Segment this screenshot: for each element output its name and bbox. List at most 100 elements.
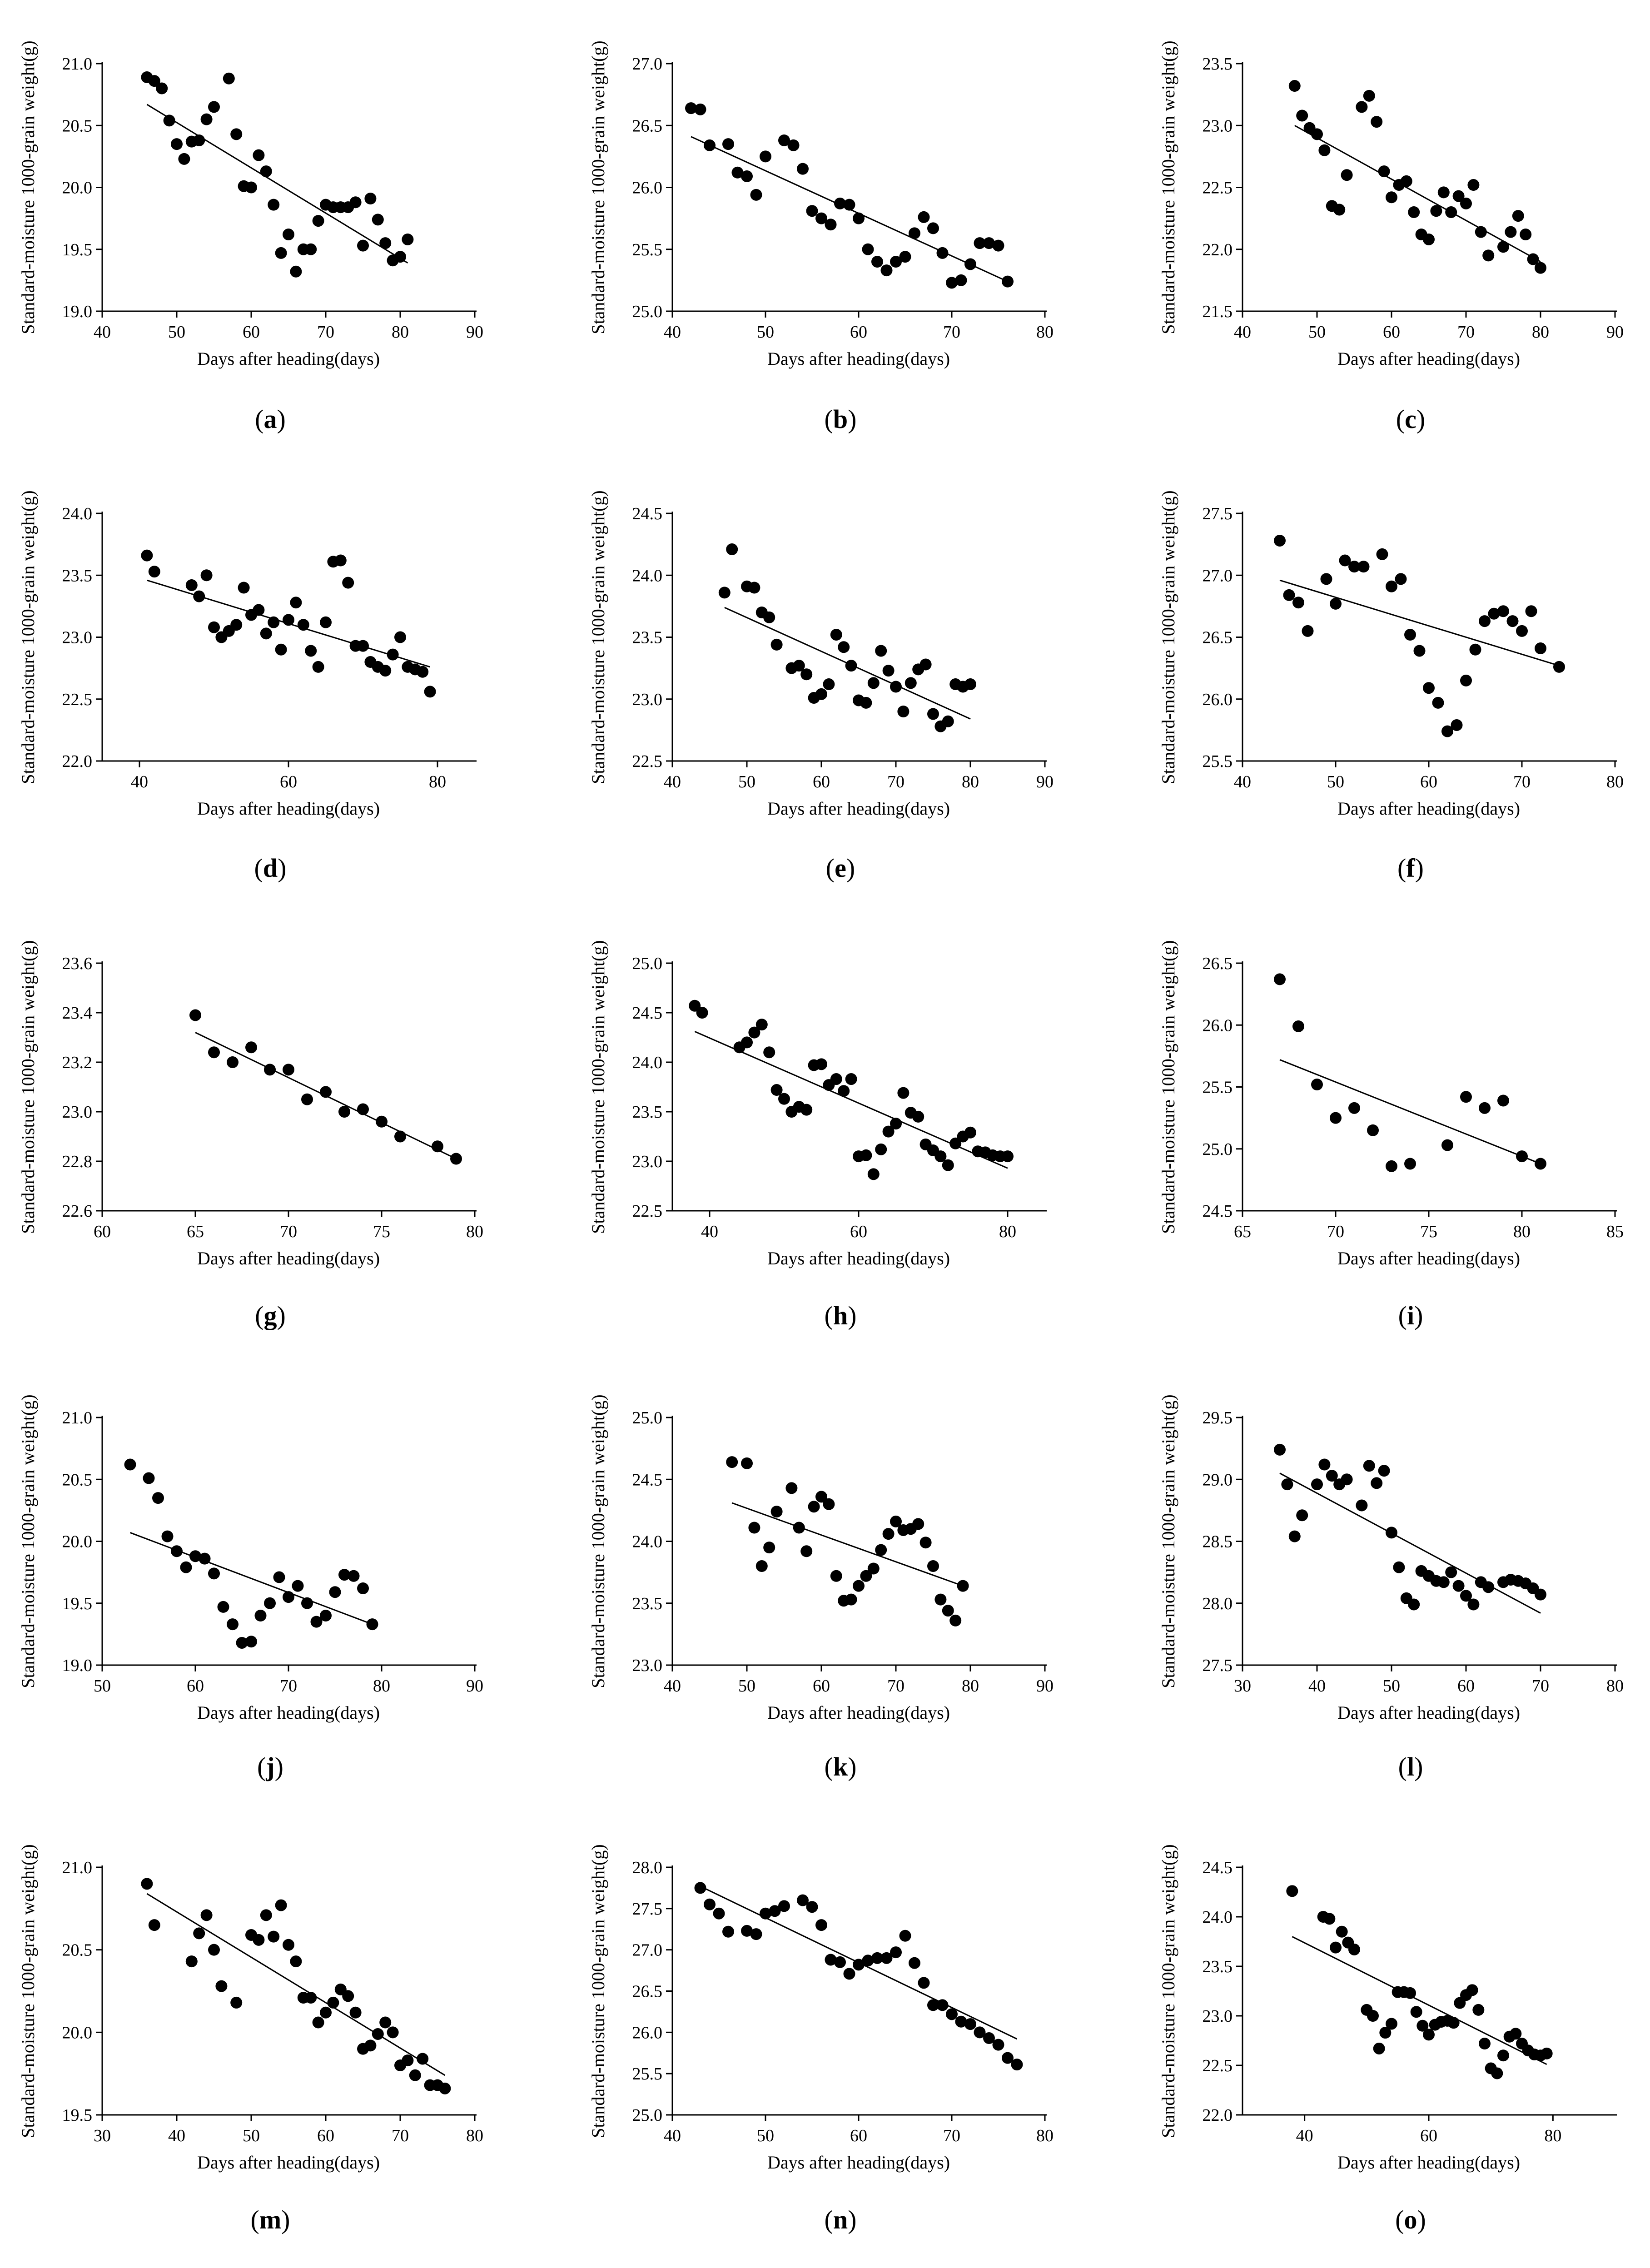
y-tick-label: 24.5 (1203, 1202, 1233, 1221)
data-point (890, 681, 902, 693)
y-tick-label: 22.0 (62, 752, 93, 771)
y-tick-label: 21.0 (62, 1408, 93, 1427)
data-point (1281, 1478, 1293, 1491)
data-point (845, 1073, 857, 1085)
x-tick-label: 90 (1036, 772, 1054, 791)
data-point (750, 1928, 762, 1940)
data-point (909, 1957, 920, 1969)
y-tick-label: 26.0 (632, 2023, 663, 2042)
data-point (882, 1125, 895, 1138)
data-point (254, 1610, 267, 1621)
data-point (283, 1591, 294, 1603)
data-point (208, 1567, 220, 1580)
data-point (283, 1064, 294, 1076)
trend-line (1279, 1059, 1541, 1164)
chart-panel-k: 40 50 60 70 80 90 23.0 23.5 24.0 24.5 25.0 Days aft… (588, 1394, 1054, 1781)
x-tick-label: 70 (317, 323, 334, 342)
data-point (880, 264, 893, 277)
data-point (185, 1955, 198, 1968)
data-point (919, 658, 932, 671)
data-point (394, 1130, 406, 1143)
x-tick-label: 70 (1513, 772, 1531, 791)
data-point (955, 2015, 967, 2028)
data-point (875, 1143, 887, 1155)
data-point (949, 1137, 962, 1149)
data-point (1348, 561, 1360, 573)
data-point (1452, 1580, 1465, 1592)
data-point (1393, 1561, 1405, 1573)
data-point (301, 1597, 313, 1609)
data-point (1296, 109, 1308, 122)
panel-letter-h: (h) (825, 1301, 857, 1330)
data-point (1296, 1509, 1308, 1522)
data-point (1311, 1079, 1323, 1091)
data-point (372, 2028, 384, 2040)
data-point (283, 1939, 294, 1951)
data-point (1516, 1150, 1528, 1163)
data-point (402, 233, 414, 245)
data-point (1432, 696, 1444, 709)
data-point (760, 150, 771, 163)
y-tick-label: 25.0 (632, 302, 663, 321)
x-tick-label: 50 (243, 2126, 260, 2145)
chart-panel-m: 30 40 50 60 70 80 19.5 20.0 20.5 21.0 Days after h… (18, 1844, 483, 2234)
data-point (741, 1925, 753, 1937)
x-tick-label: 50 (94, 1676, 111, 1696)
panel-letter-a: (a) (255, 404, 286, 434)
y-tick-label: 19.5 (62, 240, 93, 259)
data-point (830, 1073, 842, 1085)
x-axis-label: Days after heading(days) (767, 1702, 950, 1723)
data-point (189, 1009, 201, 1021)
y-tick-label: 24.0 (62, 504, 93, 523)
x-tick-label: 80 (962, 772, 979, 791)
data-point (200, 1909, 213, 1921)
x-tick-label: 80 (1532, 323, 1549, 342)
y-tick-label: 20.0 (62, 1532, 93, 1552)
x-tick-label: 50 (1308, 323, 1326, 342)
data-point (439, 2082, 451, 2094)
x-tick-label: 75 (373, 1222, 390, 1241)
x-tick-label: 40 (131, 772, 148, 791)
data-point (342, 577, 354, 589)
data-point (860, 1149, 872, 1161)
data-point (992, 239, 1004, 252)
data-point (1386, 580, 1397, 592)
x-tick-label: 80 (373, 1676, 390, 1696)
y-tick-label: 27.5 (632, 1900, 663, 1919)
y-tick-label: 26.5 (632, 1982, 663, 2001)
y-tick-label: 20.0 (62, 179, 93, 198)
data-point (268, 1930, 280, 1943)
y-tick-label: 27.0 (632, 55, 663, 74)
y-axis-label: Standard-moisture 1000-grain weight(g) (1158, 1844, 1178, 2138)
trend-line (1292, 1936, 1547, 2065)
data-point (1497, 2049, 1509, 2062)
data-point (312, 215, 324, 227)
y-axis-label: Standard-moisture 1000-grain weight(g) (588, 490, 608, 784)
data-point (1367, 2010, 1379, 2022)
data-point (1510, 2028, 1522, 2040)
data-point (1479, 615, 1491, 627)
panel-letter-b: (b) (825, 404, 857, 434)
x-tick-label: 80 (962, 1676, 979, 1696)
panel-letter-o: (o) (1395, 2205, 1426, 2234)
data-point (1376, 548, 1388, 560)
data-point (161, 1530, 174, 1542)
data-point (927, 1999, 939, 2011)
data-point (860, 696, 872, 709)
data-point (867, 677, 880, 689)
x-tick-label: 90 (1036, 1676, 1054, 1696)
data-point (275, 247, 287, 259)
x-axis-label: Days after heading(days) (1337, 1248, 1520, 1268)
data-point (1363, 1460, 1375, 1472)
x-tick-label: 60 (850, 323, 867, 342)
data-point (890, 1515, 902, 1527)
data-point (1497, 241, 1509, 253)
data-point (905, 677, 917, 689)
data-point (787, 139, 800, 151)
data-point (871, 1952, 883, 1964)
data-point (1292, 1020, 1304, 1032)
y-tick-label: 28.0 (1203, 1594, 1233, 1613)
data-point (1416, 2019, 1429, 2032)
x-tick-label: 50 (757, 323, 774, 342)
x-axis-label: Days after heading(days) (1337, 1702, 1520, 1723)
